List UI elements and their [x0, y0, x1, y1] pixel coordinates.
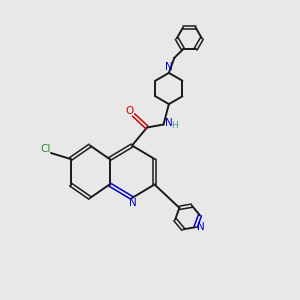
- Text: N: N: [165, 118, 172, 128]
- Text: N: N: [129, 198, 136, 208]
- Text: N: N: [197, 222, 205, 232]
- Text: N: N: [165, 62, 173, 73]
- Text: Cl: Cl: [40, 144, 51, 154]
- Text: O: O: [126, 106, 134, 116]
- Text: H: H: [171, 121, 177, 130]
